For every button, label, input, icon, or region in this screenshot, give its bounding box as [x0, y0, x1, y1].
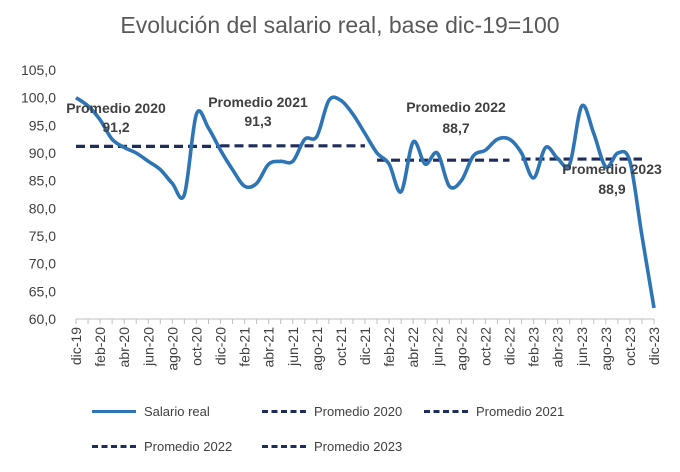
x-tick-label: abr-22 — [405, 327, 421, 368]
x-tick-label: ago-20 — [164, 327, 180, 371]
x-tick-label: feb-23 — [526, 327, 542, 367]
annotation-value: 88,7 — [442, 120, 469, 136]
x-tick-label: abr-20 — [116, 327, 132, 368]
x-tick-label: oct-20 — [188, 327, 204, 366]
y-tick-label: 75,0 — [29, 228, 56, 244]
x-tick-label: ago-21 — [309, 327, 325, 371]
x-tick-label: oct-21 — [333, 327, 349, 366]
x-tick-label: jun-23 — [574, 327, 590, 367]
y-tick-label: 105,0 — [21, 62, 56, 78]
annotation-value: 91,2 — [102, 119, 129, 135]
salario-real-line — [74, 95, 656, 309]
annotation-label: Promedio 2023 — [562, 161, 662, 177]
y-tick-label: 65,0 — [29, 283, 56, 299]
x-tick-label: ago-23 — [598, 327, 614, 371]
y-tick-label: 85,0 — [29, 173, 56, 189]
x-tick-label: abr-21 — [261, 327, 277, 368]
x-tick-label: dic-20 — [213, 327, 229, 365]
x-tick-label: feb-20 — [92, 327, 108, 367]
y-tick-label: 100,0 — [21, 90, 56, 106]
x-tick-label: feb-22 — [381, 327, 397, 367]
x-tick-label: dic-23 — [646, 327, 662, 365]
annotation-label: Promedio 2021 — [208, 94, 308, 110]
x-tick-label: dic-19 — [68, 327, 84, 365]
y-tick-label: 80,0 — [29, 200, 56, 216]
x-tick-label: jun-22 — [429, 327, 445, 367]
x-tick-label: oct-22 — [477, 327, 493, 366]
x-tick-label: feb-21 — [237, 327, 253, 367]
chart-title: Evolución del salario real, base dic-19=… — [120, 12, 560, 38]
y-tick-label: 90,0 — [29, 145, 56, 161]
x-tick-label: jun-21 — [285, 327, 301, 367]
annotation-value: 91,3 — [244, 113, 271, 129]
annotation-value: 88,9 — [598, 181, 625, 197]
annotation-label: Promedio 2020 — [66, 100, 166, 116]
x-tick-label: dic-22 — [502, 327, 518, 365]
x-tick-label: dic-21 — [357, 327, 373, 365]
y-tick-label: 95,0 — [29, 117, 56, 133]
y-tick-label: 70,0 — [29, 256, 56, 272]
x-tick-label: ago-22 — [453, 327, 469, 371]
x-tick-label: abr-23 — [550, 327, 566, 368]
y-tick-label: 60,0 — [29, 311, 56, 327]
x-tick-label: oct-23 — [622, 327, 638, 366]
annotation-label: Promedio 2022 — [406, 99, 506, 115]
x-tick-label: jun-20 — [140, 327, 156, 367]
